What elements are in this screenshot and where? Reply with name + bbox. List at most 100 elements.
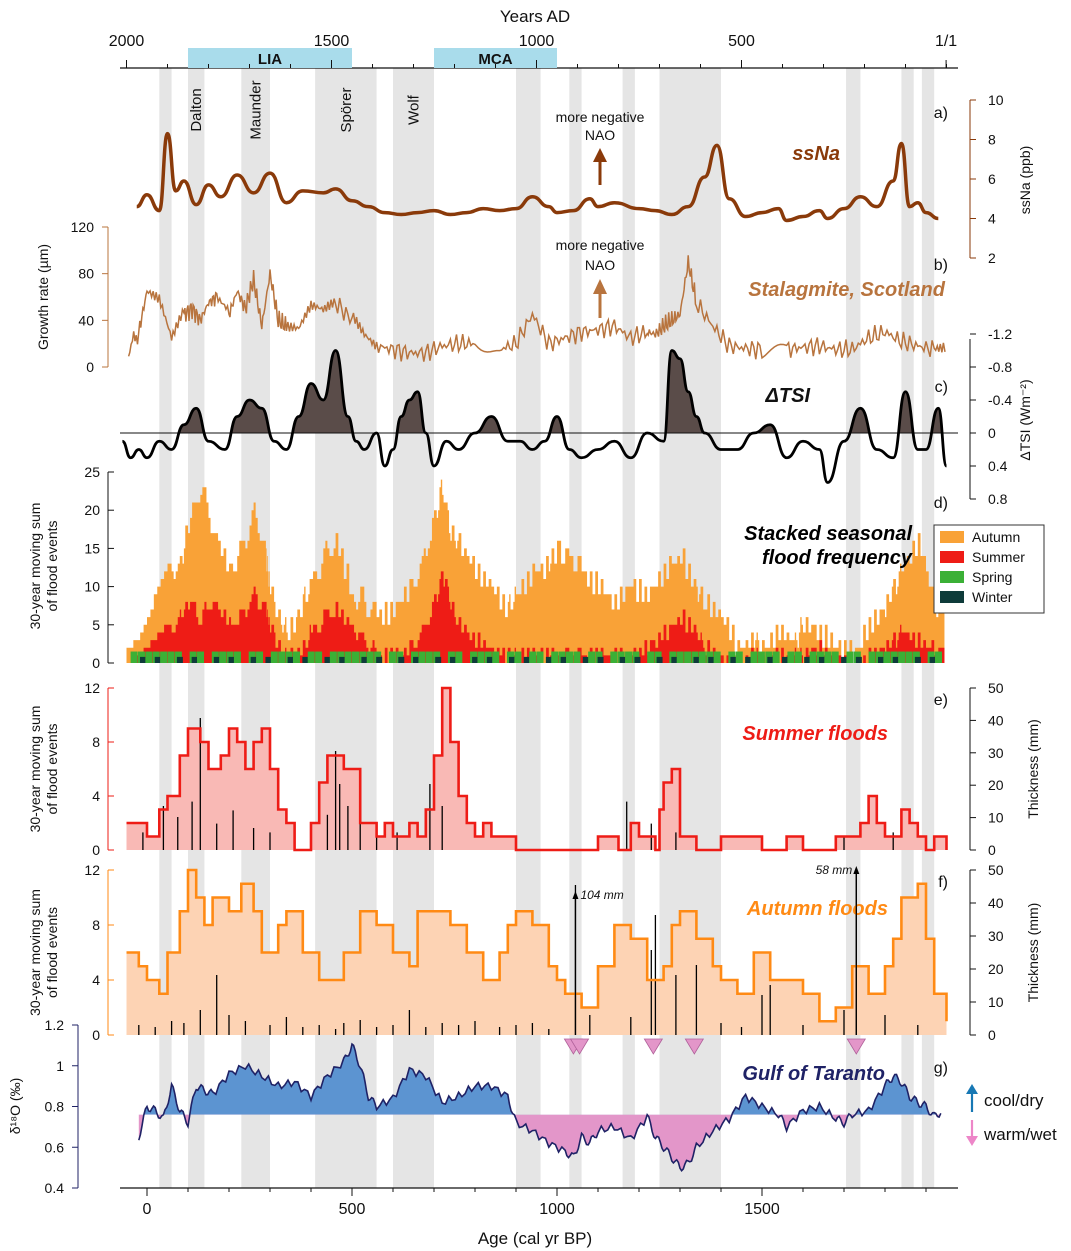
e-tick-label: 4 bbox=[92, 788, 100, 804]
stack-winter-block bbox=[213, 656, 220, 663]
stack-spring-block bbox=[418, 651, 426, 663]
stack-tick-label: 5 bbox=[92, 617, 100, 633]
stack-spring-block bbox=[846, 651, 854, 663]
warm-arrowhead bbox=[966, 1136, 978, 1146]
f-flood-line bbox=[126, 868, 948, 1023]
taranto-axis-label: δ¹⁸O (‰) bbox=[7, 1078, 23, 1134]
f-tick-label: 4 bbox=[92, 972, 100, 988]
tsi-axis-label: ΔTSI (Wm⁻²) bbox=[1017, 379, 1033, 460]
period-label: LIA bbox=[258, 51, 282, 68]
stack-spring-block bbox=[625, 651, 633, 663]
stack-spring-block bbox=[492, 651, 500, 663]
stack-spring-block bbox=[905, 651, 913, 663]
e-axis-label: 30-year moving sumof flood events bbox=[27, 706, 60, 833]
stack-title: Stacked seasonal flood frequency bbox=[744, 523, 913, 569]
taranto-tick-label: 1.2 bbox=[45, 1017, 65, 1033]
stack-spring-block bbox=[536, 651, 544, 663]
taranto-tick-label: 0.4 bbox=[45, 1180, 65, 1196]
stack-spring-block bbox=[787, 651, 795, 663]
stack-spring-block bbox=[477, 651, 485, 663]
stalagmite-axis-label: Growth rate (µm) bbox=[35, 244, 51, 350]
stalagmite-tick-label: 80 bbox=[78, 266, 94, 282]
stack-spring-block bbox=[233, 651, 241, 663]
f-annotation-text: 104 mm bbox=[580, 888, 623, 902]
period-label: MCA bbox=[478, 51, 512, 68]
stack-winter-block bbox=[619, 656, 626, 663]
taranto-cool-fill bbox=[138, 1044, 941, 1115]
stack-spring-block bbox=[167, 651, 175, 663]
stack-spring-block bbox=[307, 651, 315, 663]
e-right-tick-label: 10 bbox=[988, 810, 1004, 826]
stack-winter-block bbox=[265, 656, 272, 663]
tsi-tick-label: 0.4 bbox=[988, 458, 1008, 474]
stack-spring-block bbox=[684, 651, 692, 663]
stack-spring-block bbox=[698, 651, 706, 663]
taranto-tick-label: 1 bbox=[56, 1058, 64, 1074]
stack-winter-block bbox=[287, 656, 294, 663]
stack-winter-block bbox=[693, 656, 700, 663]
panel-letter: e) bbox=[934, 692, 948, 709]
stack-spring-block bbox=[160, 651, 168, 663]
stack-winter-block bbox=[339, 656, 346, 663]
stack-winter-block bbox=[892, 656, 899, 663]
stack-winter-block bbox=[523, 656, 530, 663]
e-right-tick-label: 20 bbox=[988, 777, 1004, 793]
stack-winter-block bbox=[228, 656, 235, 663]
stack-tick-label: 0 bbox=[92, 655, 100, 671]
e-tick-label: 0 bbox=[92, 842, 100, 858]
stack-spring-block bbox=[219, 651, 227, 663]
f-tick-label: 12 bbox=[84, 862, 100, 878]
stack-spring-block bbox=[145, 651, 153, 663]
stack-spring-block bbox=[831, 651, 839, 663]
tsi-tick-label: -1.2 bbox=[988, 326, 1012, 342]
f-right-tick-label: 0 bbox=[988, 1027, 996, 1043]
top-tick-label: 500 bbox=[728, 33, 755, 50]
solar-minimum-label: Dalton bbox=[188, 88, 205, 131]
taranto-title: Gulf of Taranto bbox=[742, 1063, 885, 1085]
stack-spring-block bbox=[256, 651, 264, 663]
legend-swatch bbox=[940, 551, 964, 563]
stalagmite-line bbox=[127, 255, 946, 362]
event-triangle bbox=[569, 1038, 590, 1055]
stack-winter-block bbox=[449, 656, 456, 663]
stack-winter-block bbox=[767, 656, 774, 663]
warm-label: warm/wet bbox=[983, 1125, 1057, 1144]
ssna-tick-label: 6 bbox=[988, 171, 996, 187]
stack-winter-block bbox=[841, 656, 848, 663]
legend-label: Winter bbox=[972, 589, 1013, 605]
stack-tick-label: 15 bbox=[84, 540, 100, 556]
stack-spring-block bbox=[588, 651, 596, 663]
stack-spring-block bbox=[868, 651, 876, 663]
stack-winter-block bbox=[671, 656, 678, 663]
ssna-tick-label: 2 bbox=[988, 250, 996, 266]
tsi-line bbox=[121, 349, 948, 484]
stack-winter-block bbox=[176, 656, 183, 663]
legend-swatch bbox=[940, 591, 964, 603]
e-flood-line bbox=[126, 686, 948, 852]
panel-letter: c) bbox=[935, 379, 948, 396]
stack-winter-block bbox=[582, 656, 589, 663]
stalagmite-tick-label: 0 bbox=[86, 359, 94, 375]
f-right-tick-label: 30 bbox=[988, 928, 1004, 944]
stack-spring-block bbox=[551, 651, 559, 663]
f-right-axis-label: Thickness (mm) bbox=[1025, 903, 1041, 1003]
cool-arrowhead bbox=[966, 1084, 978, 1094]
event-triangle bbox=[684, 1038, 705, 1055]
panel-letter: g) bbox=[934, 1060, 948, 1077]
ssna-tick-label: 8 bbox=[988, 132, 996, 148]
stack-winter-block bbox=[634, 656, 641, 663]
stack-axis-label: 30-year moving sumof flood events bbox=[27, 503, 60, 630]
bottom-axis: 0 500 1000 1500 Age (cal yr BP) bbox=[120, 1187, 958, 1248]
stack-winter-block bbox=[398, 656, 405, 663]
taranto-tick-label: 0.6 bbox=[45, 1139, 65, 1155]
stack-winter-block bbox=[708, 656, 715, 663]
stack-spring-block bbox=[824, 651, 832, 663]
taranto-warm-fill bbox=[138, 1114, 941, 1171]
stack-spring-block bbox=[935, 651, 943, 663]
ssna-tick-label: 4 bbox=[988, 211, 996, 227]
stack-tick-label: 20 bbox=[84, 502, 100, 518]
legend-swatch bbox=[940, 571, 964, 583]
stack-spring-block bbox=[529, 651, 537, 663]
tsi-tick-label: 0.8 bbox=[988, 491, 1008, 507]
